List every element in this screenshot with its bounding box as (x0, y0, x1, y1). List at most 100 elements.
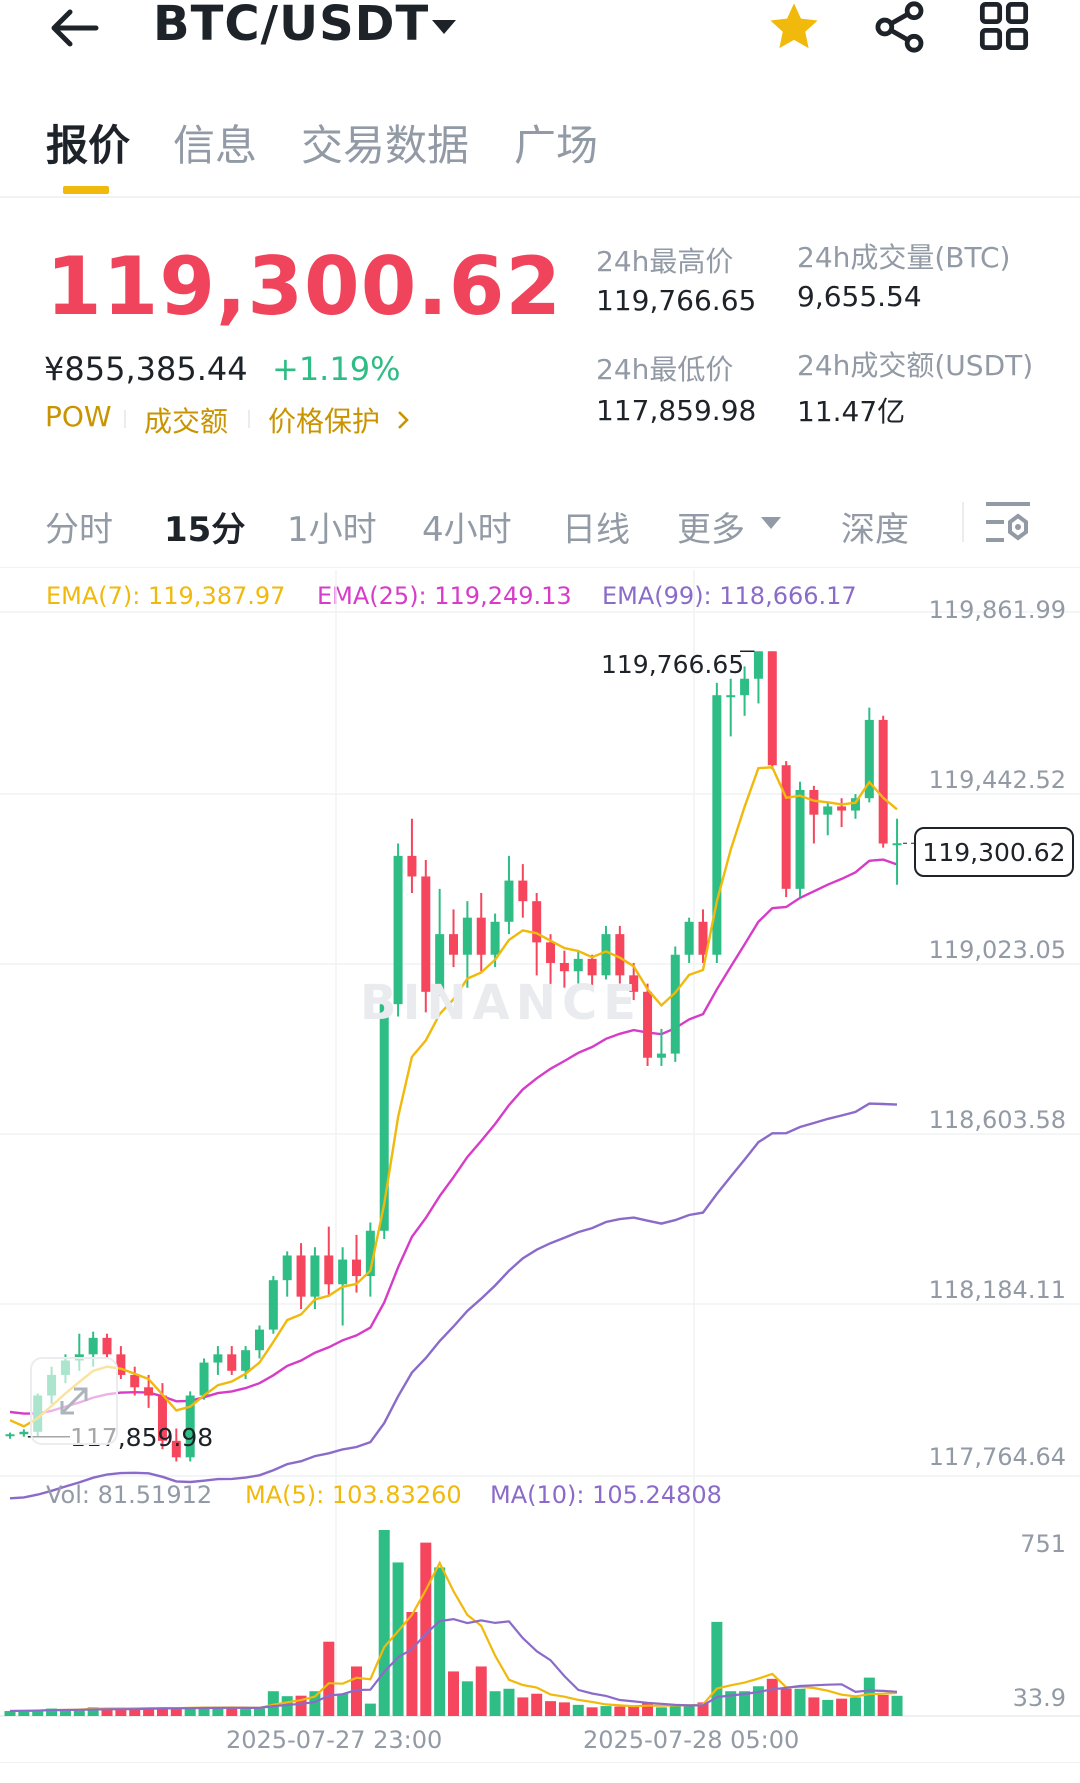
candle-body (268, 1280, 278, 1330)
price-axis-label: 117,764.64 (928, 1443, 1066, 1471)
depth-tab[interactable]: 深度 (841, 510, 909, 550)
tag-price-protection[interactable]: 价格保护 (268, 405, 381, 438)
volume-bar (309, 1691, 321, 1716)
volume-bar (614, 1706, 626, 1716)
candle-body (490, 921, 500, 955)
tab-trading-data[interactable]: 交易数据 (301, 121, 470, 170)
candle-body (615, 934, 625, 976)
volume-bar (448, 1671, 460, 1716)
candle-body (698, 921, 708, 955)
high-low-markers (27, 650, 914, 1438)
candle-body (144, 1387, 154, 1396)
volume-bar (586, 1707, 598, 1716)
interval-4h[interactable]: 4小时 (422, 510, 512, 550)
current-price-tag-value: 119,300.62 (922, 837, 1066, 867)
cny-price: ¥855,385.44 (44, 350, 248, 388)
volume-bar (794, 1688, 806, 1716)
candle-body (767, 651, 777, 766)
volume-bar (475, 1666, 487, 1716)
volume-bar (822, 1699, 834, 1716)
star-icon[interactable] (766, 0, 822, 54)
ema25-label: EMA(25): 119,249.13 (317, 582, 572, 610)
volume-btc-value: 9,655.54 (797, 280, 922, 313)
ma5-label: MA(5): 103.83260 (245, 1481, 462, 1509)
volume-axis-label: 33.9 (1012, 1684, 1066, 1712)
ema25-path (9, 858, 898, 1415)
volume-bar (364, 1703, 376, 1716)
pair-selector[interactable]: BTC/USDT (153, 0, 429, 52)
candle-body (643, 991, 653, 1058)
volume-bar (253, 1708, 265, 1716)
tab-quote[interactable]: 报价 (46, 121, 131, 170)
price-axis-label: 118,603.58 (928, 1106, 1066, 1134)
volume-bar (129, 1709, 141, 1716)
volume-bar (655, 1707, 667, 1716)
volume-bar (378, 1530, 390, 1716)
candle-body (532, 901, 542, 943)
tab-square[interactable]: 广场 (514, 121, 599, 170)
volume-bar (198, 1707, 210, 1716)
volume-bar (434, 1567, 446, 1716)
candle-body (185, 1395, 195, 1458)
tag-turnover[interactable]: 成交额 (144, 405, 229, 438)
ema7-line (9, 766, 898, 1428)
volume-bar (295, 1695, 307, 1716)
volume-bar (628, 1706, 640, 1716)
divider (0, 567, 1080, 568)
price-axis-label: 119,023.05 (928, 936, 1066, 964)
candle-body (407, 855, 417, 877)
ema99-label: EMA(99): 118,666.17 (602, 582, 857, 610)
grid-menu-icon[interactable] (978, 0, 1030, 52)
candle-body (629, 975, 639, 992)
candle-body (365, 1230, 375, 1277)
volume-bar (849, 1697, 861, 1716)
last-price: 119,300.62 (46, 240, 563, 333)
volume-bar (4, 1711, 16, 1716)
interval-15m[interactable]: 15分 (164, 510, 246, 550)
candle-body (296, 1255, 306, 1297)
volume-bar (156, 1707, 168, 1716)
volume-bar (891, 1695, 903, 1716)
tag-pow[interactable]: POW (45, 400, 112, 433)
candle-body (781, 765, 791, 889)
volume-bar (766, 1678, 778, 1716)
candle-body (850, 798, 860, 811)
chevron-right-icon[interactable] (396, 409, 410, 431)
watermark: BINANCE (360, 975, 642, 1031)
volume-bar (683, 1706, 695, 1716)
volume-bar (170, 1708, 182, 1716)
caret-down-icon[interactable] (430, 18, 458, 36)
volume-bar (143, 1707, 155, 1716)
ema25-line (9, 858, 898, 1415)
candle-body (379, 1004, 389, 1231)
tab-info[interactable]: 信息 (173, 121, 258, 170)
share-icon[interactable] (874, 0, 926, 54)
candlestick-chart[interactable] (0, 570, 1080, 1760)
volume-bar (503, 1688, 515, 1716)
high-label: 24h最高价 (596, 245, 734, 278)
ma10-label: MA(10): 105.24808 (490, 1481, 722, 1509)
price-axis-label: 118,184.11 (928, 1276, 1066, 1304)
fullscreen-button[interactable] (30, 1357, 118, 1445)
volume-bar (531, 1693, 543, 1716)
interval-more[interactable]: 更多 (677, 510, 745, 550)
change-percent: +1.19% (272, 350, 401, 388)
price-axis-label: 119,442.52 (928, 766, 1066, 794)
volume-bar (351, 1666, 362, 1716)
arrow-left-icon[interactable] (48, 8, 100, 48)
volume-usdt-value: 11.47亿 (797, 395, 906, 428)
volume-bar (739, 1691, 751, 1716)
current-price-tag[interactable]: 119,300.62 (914, 827, 1074, 877)
interval-time[interactable]: 分时 (45, 510, 113, 550)
volume-bar (392, 1562, 404, 1716)
interval-1h[interactable]: 1小时 (287, 510, 377, 550)
volume-bar (752, 1686, 764, 1716)
candle-body (88, 1337, 98, 1355)
candle-body (462, 917, 472, 955)
candle-body (878, 719, 888, 844)
chart-settings-icon[interactable] (984, 500, 1032, 544)
ema99-path (9, 1102, 898, 1500)
interval-1d[interactable]: 日线 (562, 510, 630, 550)
caret-down-icon[interactable] (760, 516, 782, 530)
low-value: 117,859.98 (596, 394, 757, 427)
